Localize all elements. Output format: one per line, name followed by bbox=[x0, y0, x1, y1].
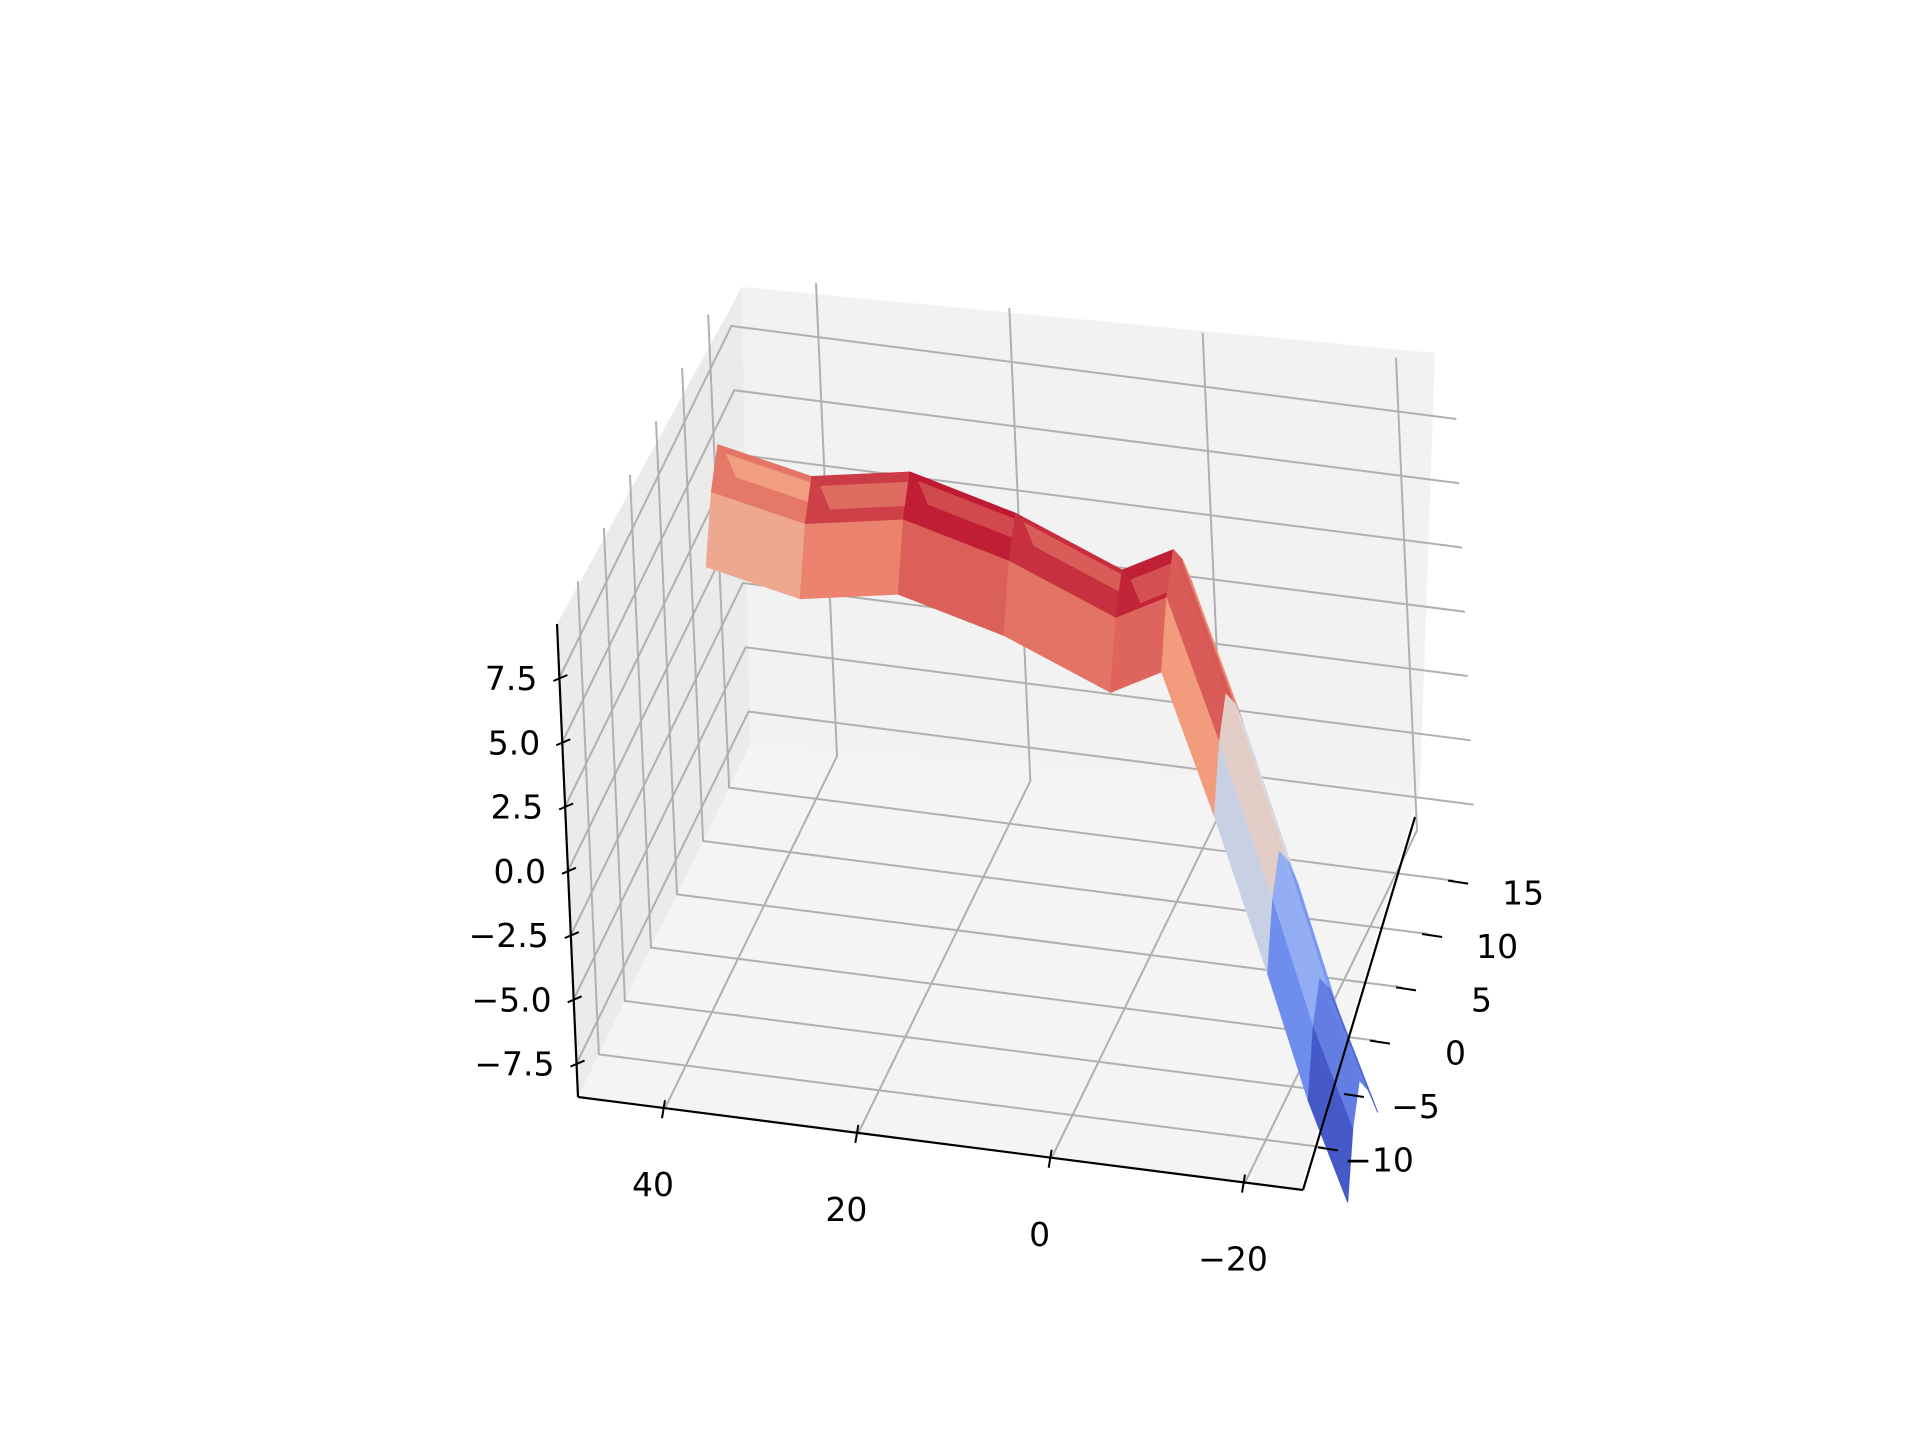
z-tick-mark bbox=[564, 931, 580, 939]
y-grid-line bbox=[576, 581, 1324, 1149]
z-tick-mark bbox=[558, 802, 574, 811]
z-grid-line bbox=[569, 581, 1468, 936]
y-tick-label: −5 bbox=[1391, 1087, 1440, 1126]
x-tick-label: 40 bbox=[632, 1165, 674, 1204]
y-tick-label: −10 bbox=[1344, 1140, 1414, 1179]
x-grid-line bbox=[857, 307, 1032, 1134]
z-grid-line bbox=[558, 324, 1457, 679]
x-tick-label: 20 bbox=[825, 1190, 867, 1229]
z-tick-mark bbox=[561, 866, 577, 875]
x-tick-mark bbox=[661, 1099, 666, 1119]
z-tick-label: −5.0 bbox=[472, 980, 552, 1019]
z-tick-label: 0.0 bbox=[493, 852, 545, 891]
y-tick-mark bbox=[1448, 879, 1469, 885]
y-grid-line bbox=[681, 367, 1429, 935]
z-axis-line bbox=[555, 623, 580, 1098]
z-tick-label: 2.5 bbox=[491, 788, 543, 827]
surface-plot bbox=[705, 444, 1379, 1203]
y-tick-mark bbox=[1395, 986, 1417, 992]
x-tick-label: 0 bbox=[1029, 1215, 1050, 1254]
surface-facet bbox=[799, 518, 905, 600]
axis-lines bbox=[555, 623, 1417, 1192]
axis-ticks: 40200−20−10−5051015−7.5−5.0−2.50.02.55.0… bbox=[469, 659, 1544, 1279]
y-tick-label: 5 bbox=[1471, 980, 1492, 1019]
x-tick-mark bbox=[854, 1124, 860, 1144]
z-tick-mark bbox=[570, 1059, 585, 1068]
z-tick-mark bbox=[567, 995, 583, 1004]
left-wall-pane bbox=[557, 287, 750, 1097]
x-axis-line bbox=[577, 1095, 1304, 1192]
y-grid-line bbox=[628, 474, 1377, 1042]
x-grid-line bbox=[664, 283, 839, 1109]
y-grid-line bbox=[655, 421, 1403, 989]
z-tick-mark bbox=[555, 738, 571, 747]
z-tick-label: −7.5 bbox=[474, 1045, 554, 1084]
z-grid-line bbox=[561, 389, 1460, 743]
y-tick-mark bbox=[1317, 1146, 1338, 1152]
surface-facet bbox=[1328, 988, 1379, 1113]
x-tick-label: −20 bbox=[1198, 1240, 1268, 1279]
z-tick-label: 7.5 bbox=[485, 659, 537, 698]
y-tick-label: 15 bbox=[1502, 874, 1544, 913]
x-tick-mark bbox=[1241, 1174, 1246, 1193]
y-tick-mark bbox=[1369, 1039, 1391, 1045]
y-grid-line bbox=[602, 527, 1351, 1095]
z-tick-mark bbox=[553, 674, 568, 682]
y-tick-label: 10 bbox=[1476, 927, 1518, 966]
z-tick-label: 5.0 bbox=[488, 723, 540, 762]
y-tick-mark bbox=[1343, 1093, 1365, 1098]
y-axis-line bbox=[1301, 816, 1417, 1191]
x-tick-mark bbox=[1047, 1149, 1053, 1168]
y-tick-mark bbox=[1421, 933, 1443, 938]
z-tick-label: −2.5 bbox=[469, 916, 549, 955]
y-tick-label: 0 bbox=[1445, 1034, 1466, 1073]
